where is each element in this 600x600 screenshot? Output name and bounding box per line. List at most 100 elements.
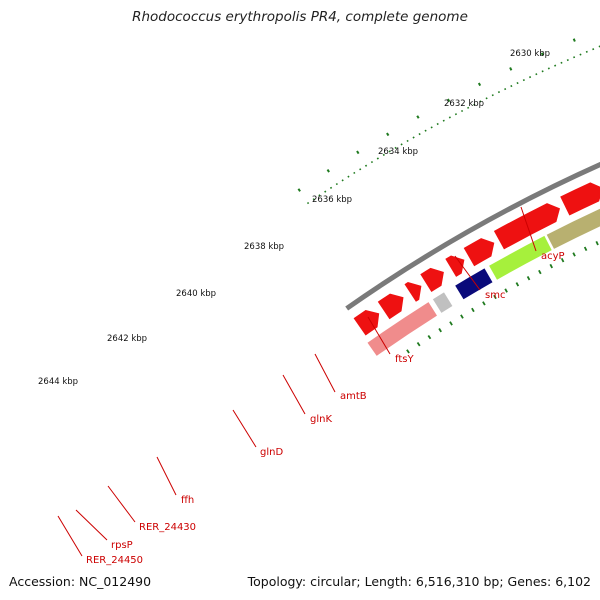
scale-tick — [566, 59, 569, 62]
gene-block-glnd[interactable] — [546, 177, 600, 249]
scale-tick — [326, 169, 330, 173]
scale-tick — [436, 122, 439, 126]
gene-labels: acyP smc ftsY amtB glnK glnD ffh RER_244… — [86, 251, 565, 566]
scale-tick — [442, 119, 445, 122]
scale-tick — [454, 113, 458, 116]
genome-backbone — [345, 162, 600, 311]
cds-arrow[interactable] — [404, 282, 422, 302]
scale-tick — [306, 201, 310, 205]
scale-tick — [416, 115, 420, 119]
scale-tick — [572, 38, 576, 42]
scale-tick — [312, 198, 315, 201]
gene-label-rer-24430[interactable]: RER_24430 — [139, 522, 196, 533]
gene-block-rer-24430[interactable] — [455, 268, 493, 300]
leader-line — [107, 485, 136, 523]
inner-tick — [406, 349, 410, 354]
cds-arrow[interactable] — [420, 267, 444, 292]
scale-tick — [540, 52, 544, 56]
gene-block-rpsp[interactable] — [432, 292, 453, 313]
scale-tick — [579, 53, 582, 56]
cds-forward-track — [353, 182, 600, 336]
inner-tick — [549, 263, 553, 269]
cds-arrow[interactable] — [463, 238, 495, 267]
cds-arrow[interactable] — [560, 182, 600, 216]
scale-label-2636: 2636 kbp — [312, 195, 352, 205]
gene-block-ffh[interactable] — [489, 235, 552, 280]
scale-tick — [473, 103, 476, 106]
scale-tick — [386, 132, 390, 137]
gene-label-ftsy[interactable]: ftsY — [395, 354, 414, 365]
scale-tick — [400, 143, 403, 146]
scale-tick — [356, 150, 360, 155]
scale-tick — [388, 150, 391, 153]
inner-tick — [526, 275, 531, 281]
inner-tick — [583, 246, 588, 252]
inner-tick — [504, 288, 508, 293]
scale-tick — [297, 188, 301, 192]
scale-tick — [573, 56, 576, 59]
gene-label-smc[interactable]: smc — [485, 290, 505, 301]
leader-line — [57, 515, 83, 557]
leader-line — [232, 409, 257, 448]
scale-tick — [497, 91, 501, 94]
scale-tick — [560, 61, 563, 64]
inner-tick — [438, 328, 442, 333]
scale-tick — [467, 106, 470, 109]
scale-label-2632: 2632 kbp — [444, 99, 484, 109]
leader-line — [75, 509, 108, 541]
scale-label-2640: 2640 kbp — [176, 289, 216, 299]
scale-tick — [585, 50, 588, 53]
inner-tick — [515, 282, 520, 287]
scale-labels: 2630 kbp 2632 kbp 2634 kbp 2636 kbp 2638… — [38, 49, 550, 387]
scale-label-2630: 2630 kbp — [510, 49, 550, 59]
scale-tick — [382, 153, 385, 156]
scale-tick — [447, 98, 451, 103]
scale-tick — [394, 146, 397, 150]
gene-block-rer-24450[interactable] — [367, 302, 438, 356]
cds-arrow[interactable] — [445, 255, 465, 277]
scale-tick — [370, 160, 374, 164]
scale-tick — [335, 182, 338, 186]
dotted-scale-rings — [297, 38, 600, 205]
inner-tick — [471, 307, 475, 313]
scale-tick — [592, 48, 595, 51]
cds-arrow[interactable] — [353, 310, 380, 336]
cds-arrow[interactable] — [493, 203, 560, 250]
inner-tick — [416, 341, 421, 347]
scale-tick — [353, 171, 356, 175]
scale-tick — [430, 126, 433, 129]
leader-line — [156, 456, 177, 496]
scale-tick — [448, 116, 451, 119]
scale-tick — [528, 76, 532, 79]
scale-tick — [424, 129, 427, 132]
scale-tick — [485, 97, 488, 100]
scale-tick — [324, 190, 327, 193]
scale-tick — [510, 84, 513, 88]
scale-tick — [318, 194, 321, 197]
leader-line — [314, 353, 336, 393]
inner-tick — [595, 241, 599, 246]
scale-tick — [412, 136, 415, 139]
page-title: Rhodococcus erythropolis PR4, complete g… — [132, 9, 468, 25]
inner-tick — [449, 321, 453, 326]
gene-label-acyp[interactable]: acyP — [541, 251, 565, 262]
scale-tick — [522, 79, 525, 82]
gene-label-glnk[interactable]: glnK — [310, 414, 332, 425]
scale-tick — [329, 186, 333, 189]
gene-label-amtb[interactable]: amtB — [340, 391, 367, 402]
scale-tick — [341, 179, 344, 182]
cds-arrow[interactable] — [377, 293, 404, 320]
leader-line — [520, 206, 537, 252]
inner-tick — [493, 294, 497, 300]
gene-label-glnd[interactable]: glnD — [260, 447, 283, 458]
scale-tick — [491, 94, 494, 97]
gene-label-rer-24450[interactable]: RER_24450 — [86, 555, 143, 566]
scale-tick — [547, 67, 550, 70]
gene-label-rpsp[interactable]: rpsP — [111, 540, 133, 551]
leader-line — [367, 316, 391, 355]
scale-label-2642: 2642 kbp — [107, 334, 147, 344]
gene-label-ffh[interactable]: ffh — [181, 495, 194, 506]
scale-tick — [535, 73, 538, 76]
